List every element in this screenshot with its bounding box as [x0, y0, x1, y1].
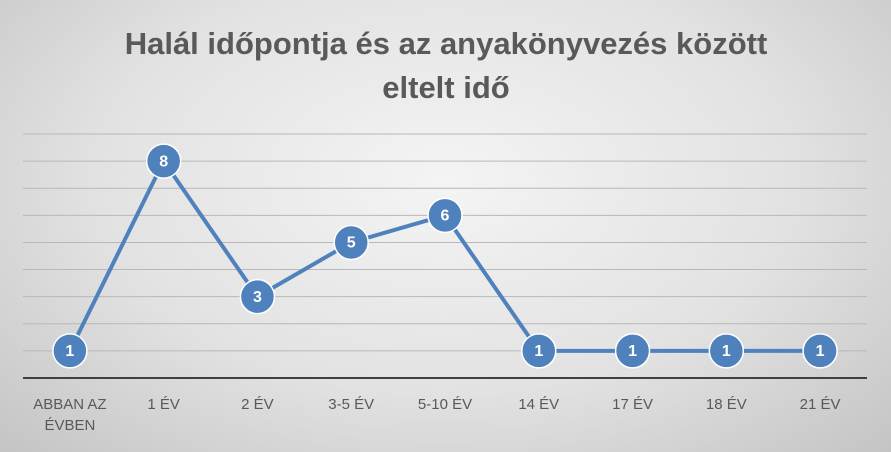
marker: [333, 224, 369, 261]
x-tick-label: 14 ÉV: [518, 396, 560, 413]
x-tick-label: 18 ÉV: [705, 396, 747, 413]
marker: [52, 333, 88, 369]
marker: [802, 333, 838, 369]
x-tick-label: 1 ÉV: [147, 396, 180, 413]
x-tick-label: 2 ÉV: [241, 396, 274, 413]
data-label: 1: [628, 343, 637, 360]
marker: [145, 143, 182, 179]
data-label: 6: [441, 208, 450, 225]
x-tick-label: 17 ÉV: [612, 396, 653, 413]
data-label: 1: [534, 343, 543, 360]
data-label: 1: [722, 343, 731, 360]
x-tick-label: 3-5 ÉV: [328, 396, 375, 413]
line: [68, 159, 821, 353]
data-label: 5: [347, 235, 356, 252]
marker: [614, 333, 651, 369]
x-tick-label: 21 ÉV: [799, 396, 841, 413]
marker: [708, 333, 745, 369]
chart-title: Halál időpontja és az anyakönyvezés közö…: [124, 26, 768, 105]
data-label: 1: [816, 343, 825, 360]
x-tick-label: 5-10 ÉV: [417, 396, 473, 413]
data-label: 3: [253, 289, 262, 306]
marker: [521, 333, 557, 369]
marker: [239, 278, 276, 315]
x-tick-label: ABBAN AZ ÉVBEN: [33, 396, 107, 434]
marker: [427, 197, 463, 234]
data-label: 8: [159, 153, 168, 170]
data-label: 1: [65, 343, 74, 360]
